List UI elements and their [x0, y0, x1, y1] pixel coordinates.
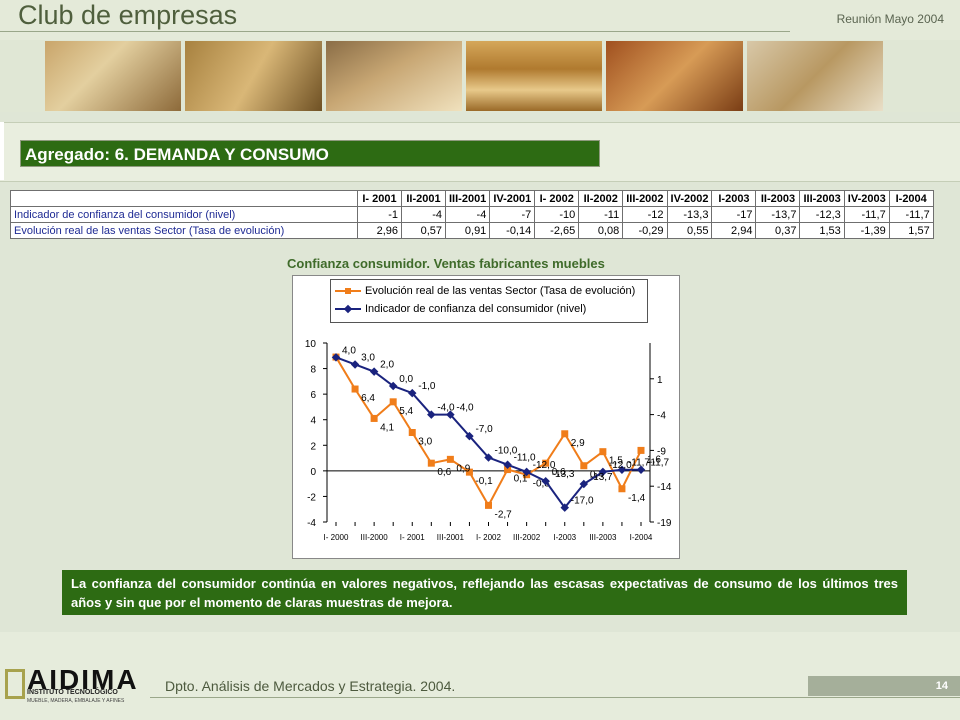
table-cell: -0,14 [489, 222, 536, 239]
table-header-cell: III-2001 [444, 190, 491, 207]
table-cell: -11,7 [843, 206, 890, 223]
logo-mark-icon [5, 669, 25, 699]
section-band-edge [0, 122, 4, 180]
table-cell: -13,7 [755, 206, 801, 223]
table-cell: 0,57 [401, 222, 446, 239]
table-cell: -12 [622, 206, 668, 223]
table-header-cell: I-2003 [711, 190, 757, 207]
table-row-label: Indicador de confianza del consumidor (n… [10, 206, 358, 223]
footer [0, 632, 960, 720]
logo-wordmark: AIDIMA [27, 664, 139, 695]
table-cell: -12,3 [799, 206, 845, 223]
chart-legend: Evolución real de las ventas Sector (Tas… [330, 279, 648, 323]
banner-photo-furniture-5 [746, 41, 883, 111]
table-cell: 1,53 [799, 222, 845, 239]
page-number: 14 [808, 676, 960, 696]
table-row: Indicador de confianza del consumidor (n… [10, 206, 934, 223]
legend-label-ventas: Evolución real de las ventas Sector (Tas… [365, 285, 636, 297]
table-row: Evolución real de las ventas Sector (Tas… [10, 222, 934, 239]
table-header-cell: IV-2003 [843, 190, 890, 207]
table-cell: 0,91 [444, 222, 491, 239]
table-cell: 0,08 [578, 222, 624, 239]
banner-photo-wood-planks [465, 41, 603, 111]
table-corner-cell [10, 190, 358, 207]
table-cell: -4 [444, 206, 491, 223]
table-cell: -0,29 [622, 222, 668, 239]
legend-swatch-orange-square [335, 286, 361, 296]
table-header-cell: III-2002 [622, 190, 668, 207]
table-cell: -11,7 [888, 206, 934, 223]
table-header-cell: I- 2002 [534, 190, 580, 207]
department-credit: Dpto. Análisis de Mercados y Estrategia.… [165, 678, 456, 694]
banner-photo-furniture-2 [185, 41, 322, 111]
header-divider [0, 31, 790, 32]
banner-photo-furniture-1 [45, 41, 182, 111]
table-header-cell: I-2004 [888, 190, 934, 207]
table-header-cell: IV-2002 [666, 190, 713, 207]
table-cell: -1,39 [843, 222, 890, 239]
table-cell: -17 [711, 206, 757, 223]
aidima-logo: AIDIMA INSTITUTO TECNOLÓGICO MUEBLE, MAD… [5, 664, 145, 705]
table-cell: -10 [534, 206, 580, 223]
table-cell: -4 [401, 206, 446, 223]
table-cell: 1,57 [888, 222, 934, 239]
meeting-date: Reunión Mayo 2004 [836, 12, 944, 26]
table-cell: 2,96 [357, 222, 402, 239]
table-header-cell: III-2003 [799, 190, 845, 207]
legend-item-ventas: Evolución real de las ventas Sector (Tas… [335, 283, 635, 299]
banner-photo-furniture-4 [606, 41, 743, 111]
table-cell: 2,94 [711, 222, 757, 239]
legend-swatch-navy-diamond [335, 304, 361, 314]
data-table: I- 2001 II-2001 III-2001 IV-2001 I- 2002 II-2… [10, 190, 934, 239]
table-header-row: I- 2001 II-2001 III-2001 IV-2001 I- 2002 II-2… [10, 190, 934, 207]
photo-banner [45, 41, 883, 111]
table-header-cell: IV-2001 [489, 190, 536, 207]
table-row-label: Evolución real de las ventas Sector (Tas… [10, 222, 358, 239]
table-cell: 0,37 [755, 222, 801, 239]
header: Club de empresas Reunión Mayo 2004 [0, 0, 960, 40]
table-cell: -13,3 [666, 206, 713, 223]
commentary-box: La confianza del consumidor continúa en … [62, 570, 907, 615]
table-cell: -11 [578, 206, 624, 223]
table-header-cell: I- 2001 [357, 190, 402, 207]
table-header-cell: II-2001 [401, 190, 446, 207]
table-cell: -1 [357, 206, 402, 223]
table-cell: 0,55 [666, 222, 713, 239]
legend-item-confianza: Indicador de confianza del consumidor (n… [335, 301, 586, 317]
banner-photo-furniture-3 [325, 41, 462, 111]
logo-subtitle: INSTITUTO TECNOLÓGICO [27, 689, 118, 696]
table-cell: -7 [489, 206, 536, 223]
logo-tagline: MUEBLE, MADERA, EMBALAJE Y AFINES [27, 698, 125, 704]
legend-label-confianza: Indicador de confianza del consumidor (n… [365, 303, 587, 315]
presentation-title: Club de empresas [18, 0, 238, 30]
table-header-cell: II-2003 [755, 190, 801, 207]
table-cell: -2,65 [534, 222, 580, 239]
footer-divider [150, 697, 960, 698]
chart-title: Confianza consumidor. Ventas fabricantes… [287, 256, 605, 271]
section-title: Agregado: 6. DEMANDA Y CONSUMO [20, 140, 600, 167]
table-header-cell: II-2002 [578, 190, 624, 207]
